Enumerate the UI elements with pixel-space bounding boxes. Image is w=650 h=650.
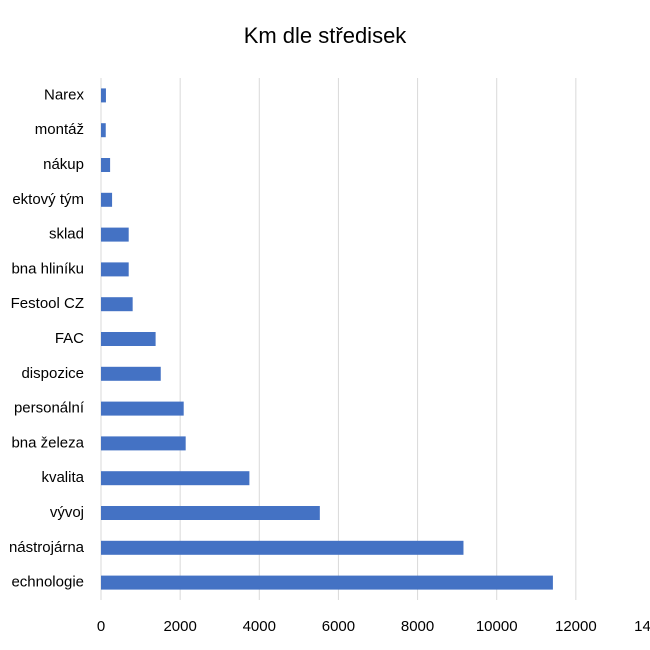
y-tick-label: nákup <box>43 156 84 173</box>
y-tick-label: bna železa <box>11 434 84 451</box>
x-tick-label: 8000 <box>401 618 434 635</box>
y-tick-label: personální <box>14 400 85 417</box>
y-tick-label: sklad <box>49 226 84 243</box>
bar <box>101 123 106 138</box>
bar <box>101 227 129 242</box>
x-tick-label: 4000 <box>243 618 276 635</box>
bar <box>101 158 111 172</box>
bar <box>101 540 464 555</box>
x-tick-label: 12000 <box>555 618 597 635</box>
x-tick-label: 0 <box>97 618 105 635</box>
bar <box>101 401 184 416</box>
x-tick-label: 2000 <box>163 618 196 635</box>
bar <box>101 366 161 381</box>
y-tick-label: nástrojárna <box>9 539 85 556</box>
x-tick-label: 14000 <box>634 618 650 635</box>
y-tick-label: vývoj <box>50 504 84 521</box>
chart-title: Km dle středisek <box>244 23 408 48</box>
bar <box>101 332 156 346</box>
bar <box>101 575 553 590</box>
y-tick-label: bna hliníku <box>11 260 84 277</box>
x-tick-label: 10000 <box>476 618 518 635</box>
y-tick-label: echnologie <box>11 574 84 591</box>
y-tick-label: ektový tým <box>12 191 84 208</box>
y-tick-label: kvalita <box>41 469 84 486</box>
y-tick-label: dispozice <box>21 365 84 382</box>
y-tick-label: FAC <box>55 330 84 347</box>
bar <box>101 436 186 451</box>
y-tick-label: Festool CZ <box>11 295 84 312</box>
bar <box>101 262 129 277</box>
y-tick-label: Narex <box>44 86 85 103</box>
x-tick-label: 6000 <box>322 618 355 635</box>
bar <box>101 192 113 207</box>
bar <box>101 88 106 103</box>
bar <box>101 506 320 520</box>
y-tick-label: montáž <box>35 121 84 138</box>
bar <box>101 297 133 312</box>
bar <box>101 471 250 486</box>
